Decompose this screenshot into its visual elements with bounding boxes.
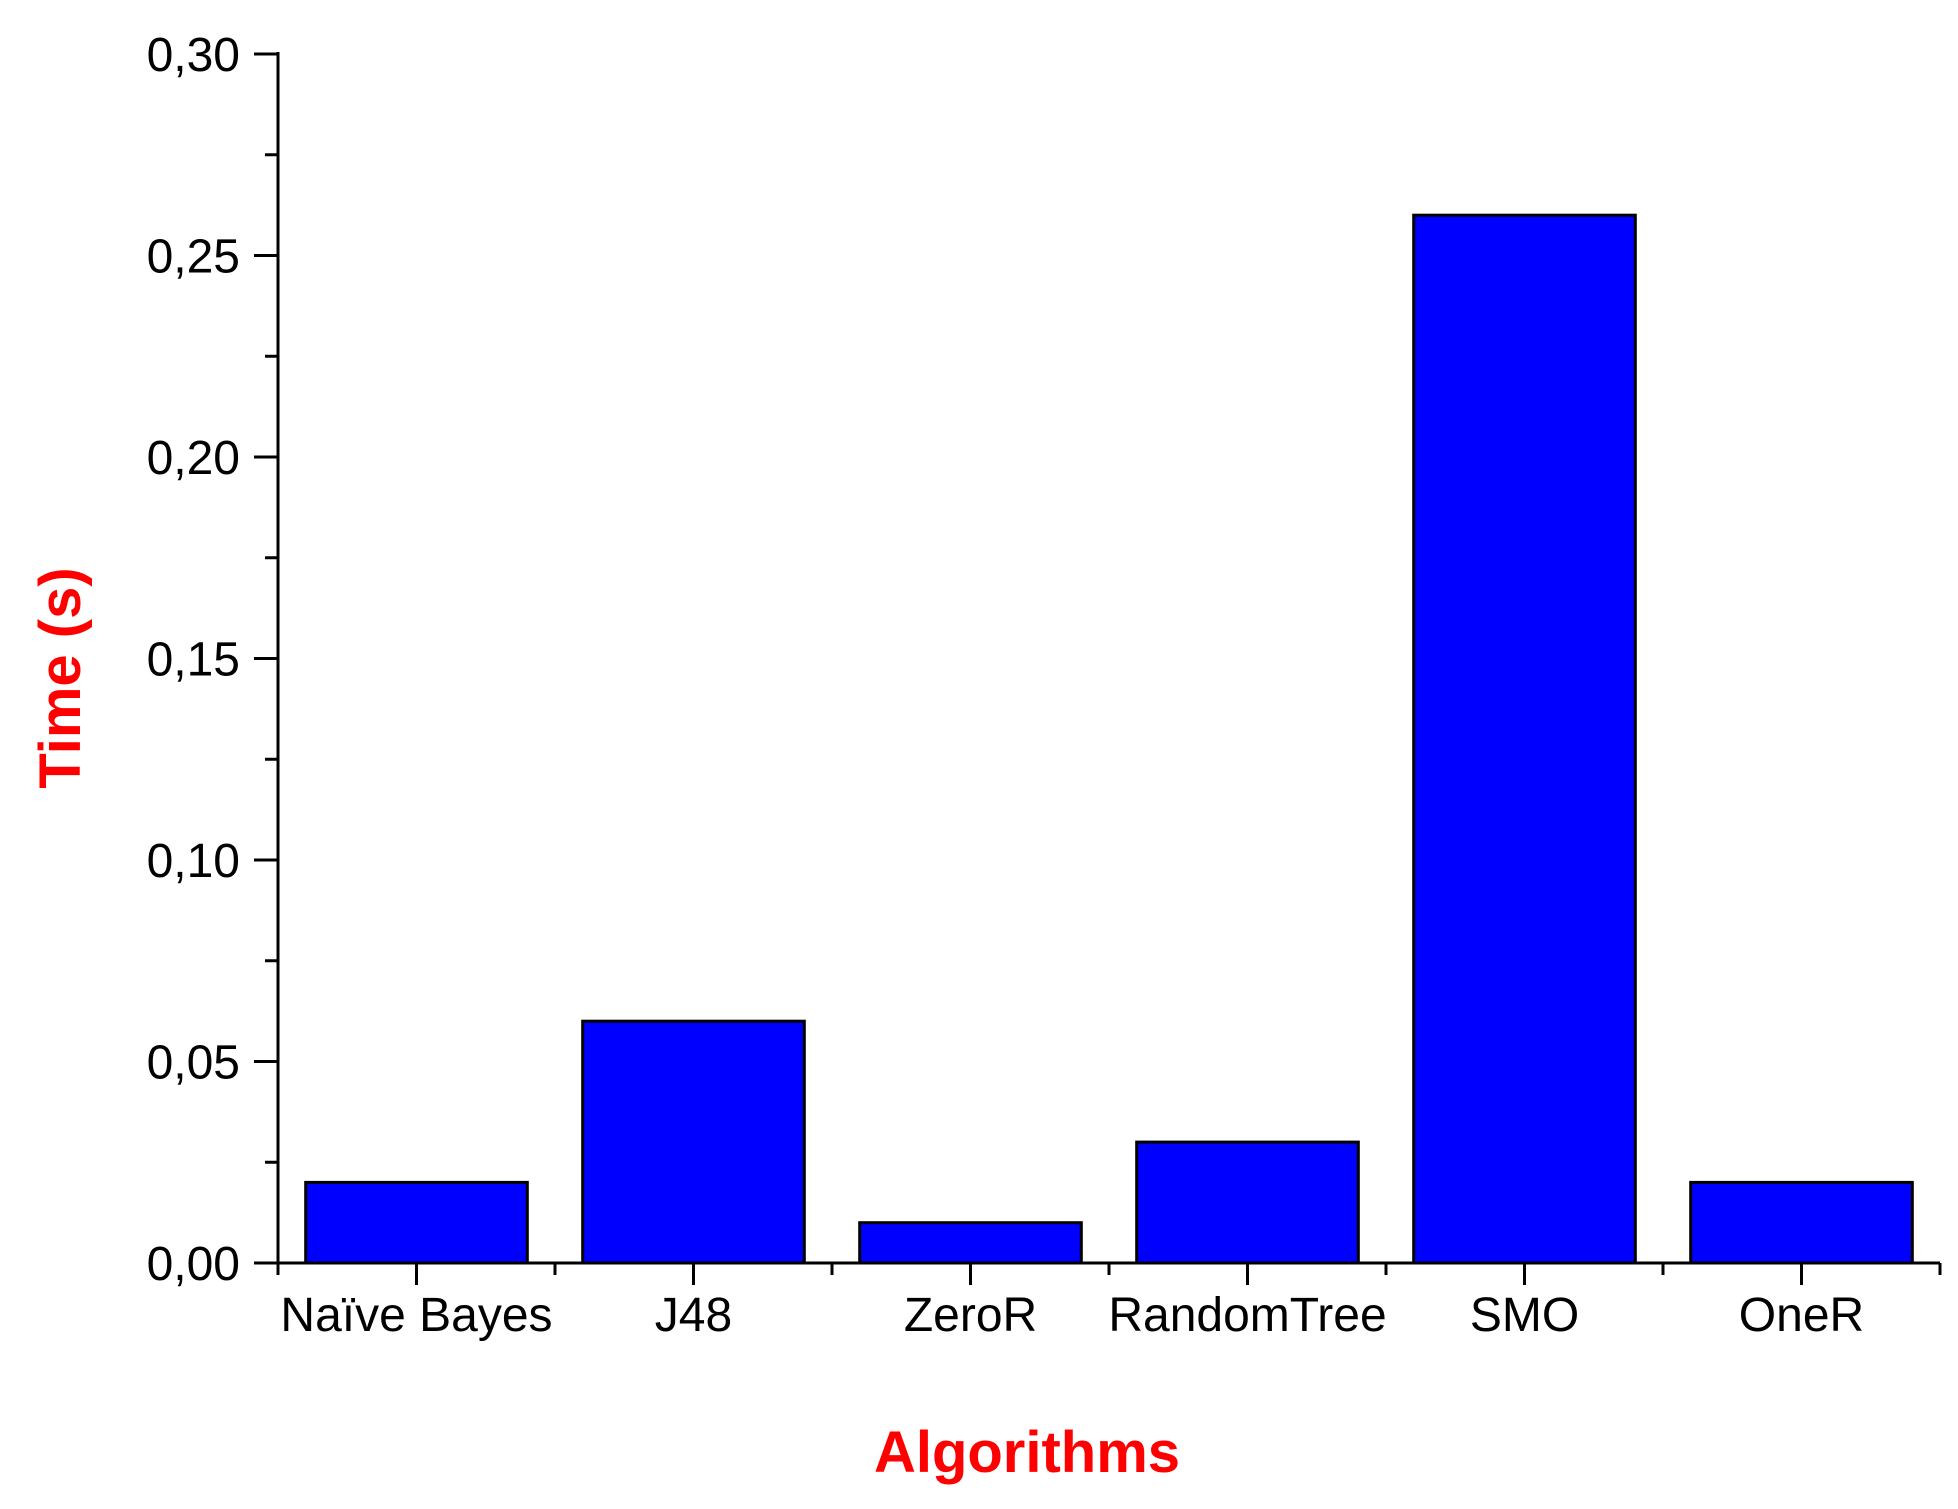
x-axis-title: Algorithms	[874, 1420, 1180, 1485]
bar-smo	[1412, 213, 1637, 1265]
y-tick-label: 0,10	[147, 835, 240, 888]
bars-group	[304, 213, 1914, 1265]
x-tick-label: RandomTree	[1108, 1289, 1386, 1342]
y-tick-label: 0,20	[147, 432, 240, 485]
bar-randomtree	[1135, 1140, 1360, 1265]
x-tick-label: ZeroR	[904, 1289, 1037, 1342]
x-axis-ticks: Naïve Bayes J48 ZeroR RandomTree SMO OneR	[276, 1263, 1942, 1342]
axes-group	[276, 52, 1940, 1265]
x-tick-label: SMO	[1470, 1289, 1579, 1342]
y-tick-label: 0,25	[147, 231, 240, 284]
bar-oner	[1689, 1180, 1914, 1265]
y-tick-label: 0,15	[147, 634, 240, 687]
y-axis-title: Time (s)	[28, 567, 93, 788]
x-tick-label: J48	[655, 1289, 732, 1342]
y-tick-label: 0,30	[147, 29, 240, 82]
bar-zeror	[858, 1221, 1083, 1265]
bar-j48	[581, 1019, 806, 1265]
x-tick-label: Naïve Bayes	[280, 1289, 552, 1342]
y-axis-ticks: 0,00 0,05 0,10 0,15 0,20 0,25 0,30	[147, 29, 278, 1291]
y-tick-label: 0,00	[147, 1238, 240, 1291]
bar-na-ve-bayes	[304, 1180, 529, 1265]
x-tick-label: OneR	[1739, 1289, 1864, 1342]
y-tick-label: 0,05	[147, 1037, 240, 1090]
